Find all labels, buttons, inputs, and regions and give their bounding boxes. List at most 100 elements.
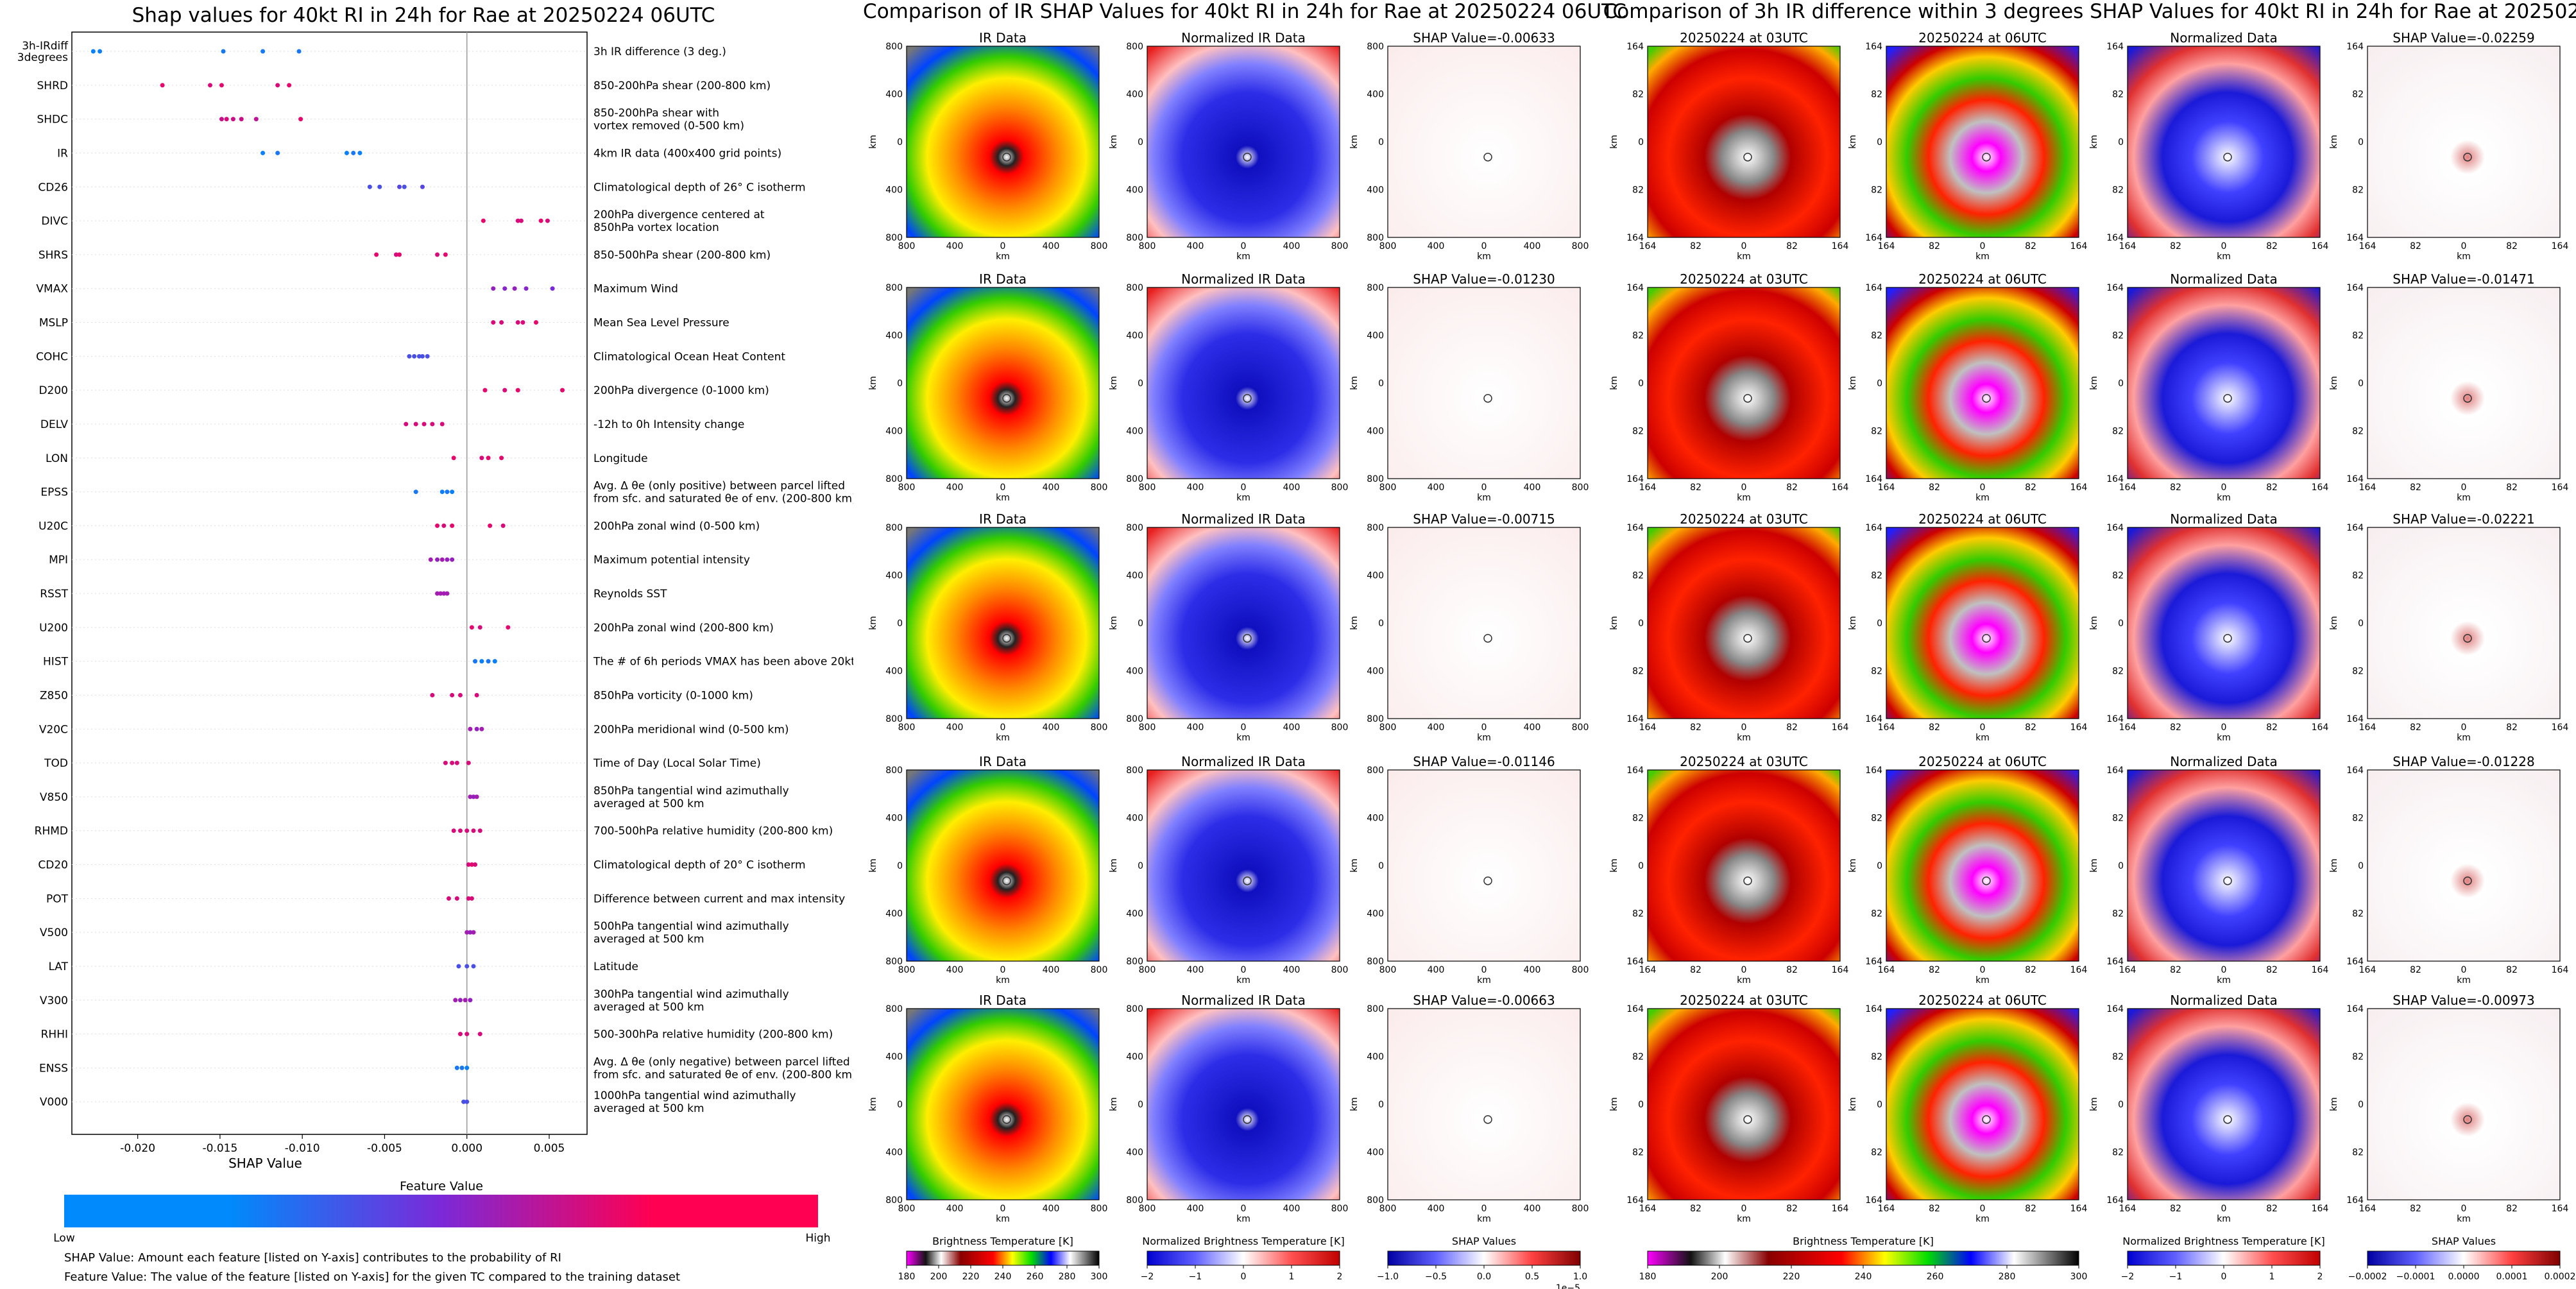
ir-shap-colorbar-tick-label: −0.5 [1425, 1272, 1447, 1282]
diff-row1-col2-ytick: 82 [2112, 427, 2124, 437]
ir-row1-col2-ylabel: km [1349, 376, 1360, 390]
shap-point [468, 726, 473, 731]
shap-point [473, 659, 478, 664]
ir-row1-col2-ytick: 400 [1367, 427, 1384, 437]
diff-row1-col2-xtick: 82 [2266, 482, 2278, 493]
ir-row3-col0-ylabel: km [868, 858, 878, 873]
shap-point [374, 252, 379, 257]
feature-name-label: MPI [49, 554, 68, 567]
ir-row3-col1-ylabel: km [1109, 858, 1119, 873]
feature-description-label: Difference between current and max inten… [593, 892, 845, 905]
ir-temp-colorbar-tick-label: 180 [898, 1272, 916, 1282]
feature-description-label: 500-300hPa relative humidity (200-800 km… [593, 1029, 833, 1041]
diff-row4-col0-ytick: 82 [1632, 1148, 1644, 1158]
diff-row0-col3-center-marker [2463, 153, 2472, 162]
feature-name-label: D200 [38, 384, 68, 397]
feature-name-label: V20C [39, 723, 68, 736]
diff-row3-col2-ytick: 82 [2112, 814, 2124, 824]
diff-row3-col1-ytick: 0 [1877, 861, 1882, 871]
diff-shap-colorbar [2367, 1251, 2561, 1266]
diff-row1-col2-xtick: 164 [2119, 482, 2137, 493]
ir-row1-col1-center-marker [1243, 394, 1252, 403]
diff-temp-colorbar-tick-label: 180 [1639, 1272, 1657, 1282]
diff-row1-col0-center-marker [1743, 394, 1752, 403]
diff-row2-col1-xtick: 82 [2025, 722, 2036, 733]
feature-description-label: 850-500hPa shear (200-800 km) [593, 249, 771, 262]
diff-row1-col3-xtick: 0 [2461, 482, 2467, 493]
feature-description-label: 850hPa tangential wind azimuthally [593, 785, 789, 798]
colorbar-title: Feature Value [400, 1179, 483, 1193]
ir-row3-col0-ytick: 400 [885, 909, 903, 919]
diff-row4-col1-ytick: 0 [1877, 1100, 1882, 1110]
diff-row1-col3-center-marker [2463, 394, 2472, 403]
diff-row0-col0-xlabel: km [1737, 252, 1751, 262]
shap-point [465, 1099, 470, 1104]
ir-row2-col2-xtick: 0 [1481, 722, 1487, 733]
shap-point [260, 150, 266, 155]
diff-row0-col2-ytick: 82 [2112, 185, 2124, 196]
ir-row2-col2-ytick: 400 [1367, 667, 1384, 677]
ir-row0-col0-xtick: 400 [946, 241, 964, 252]
diff-row1-col1-ytick: 164 [1865, 283, 1882, 293]
shap-point [486, 456, 491, 461]
diff-row2-col0-ytick: 82 [1632, 571, 1644, 581]
shap-point [298, 117, 303, 122]
diff-row3-col0-center-marker [1743, 876, 1752, 885]
feature-name-label: 3h-IRdiff [22, 40, 69, 53]
diff-row0-col0-panel [1647, 46, 1841, 238]
ir-row4-col2-ytick: 0 [1378, 1100, 1384, 1110]
diff-row2-col0-xtick: 164 [1639, 722, 1657, 733]
diff-row2-col2-xtick: 0 [2221, 722, 2227, 733]
diff-row1-col3-ytick: 0 [2358, 379, 2364, 389]
diff-row2-col0-ylabel: km [1609, 616, 1619, 630]
diff-temp-colorbar-tick-label: 280 [1999, 1272, 2016, 1282]
ir-row1-col2-xtick: 0 [1481, 482, 1487, 493]
ir-row2-col1-xtick: 800 [1139, 722, 1156, 733]
ir-row3-col1-ytick: 400 [1126, 909, 1143, 919]
diff-row2-col3-xtick: 164 [2552, 722, 2569, 733]
diff-row0-col0-ytick: 164 [1626, 42, 1644, 52]
feature-description-label: 200hPa zonal wind (0-500 km) [593, 520, 760, 533]
feature-description-label: from sfc. and saturated θe of env. (200-… [593, 1068, 853, 1081]
diff-row2-col2-xtick: 82 [2266, 722, 2278, 733]
ir-row1-col2-xtick: 400 [1428, 482, 1445, 493]
diff-row3-col2-ytick: 164 [2106, 957, 2124, 967]
ir-row2-col0-xtick: 400 [946, 722, 964, 733]
diff-norm-colorbar [2127, 1251, 2321, 1266]
x-tick-label: -0.010 [285, 1142, 320, 1155]
shap-point [465, 828, 470, 833]
feature-description-label: 500hPa tangential wind azimuthally [593, 920, 789, 933]
ir-row4-col2-xtick: 400 [1524, 1204, 1541, 1214]
ir-row4-col1-ylabel: km [1109, 1097, 1119, 1111]
shap-point [471, 794, 476, 799]
shap-point [477, 828, 482, 833]
diff-row0-col2-center-marker [2223, 153, 2232, 162]
diff-row3-col0-ytick: 0 [1638, 861, 1644, 871]
shap-point [473, 862, 478, 867]
shap-point [545, 218, 550, 223]
shap-point [454, 896, 459, 901]
diff-row0-col1-xtick: 164 [2070, 241, 2088, 252]
diff-row0-col3-ytick: 82 [2352, 185, 2364, 196]
feature-description-label: 200hPa zonal wind (200-800 km) [593, 622, 774, 635]
ir-row2-col1-ylabel: km [1109, 616, 1119, 630]
feature-name-label: ENSS [39, 1062, 68, 1075]
shap-point [435, 557, 440, 562]
diff-row2-col3-xtick: 0 [2461, 722, 2467, 733]
diff-row3-col0-xtick: 0 [1741, 965, 1747, 975]
ir-row0-col1-center-marker [1243, 153, 1252, 162]
ir-row0-col0-xtick: 800 [898, 241, 916, 252]
ir-row0-col0-panel [906, 46, 1100, 238]
ir-row4-col1-ytick: 0 [1138, 1100, 1143, 1110]
diff-row4-col1-xtick: 164 [2070, 1204, 2088, 1214]
ir-row1-col0-xtick: 400 [1043, 482, 1060, 493]
ir-row3-col2-xtick: 800 [1379, 965, 1397, 975]
diff-row2-col0-ytick: 82 [1632, 667, 1644, 677]
ir-row1-col1-title: Normalized IR Data [1181, 271, 1306, 287]
ir-row2-col2-xtick: 800 [1379, 722, 1397, 733]
diff-row3-col3-xtick: 164 [2552, 965, 2569, 975]
diff-row1-col0-ytick: 164 [1626, 283, 1644, 293]
diff-row0-col3-xtick: 0 [2461, 241, 2467, 252]
diff-row0-col2-panel [2127, 46, 2321, 238]
ir-row3-col0-panel [906, 769, 1100, 962]
